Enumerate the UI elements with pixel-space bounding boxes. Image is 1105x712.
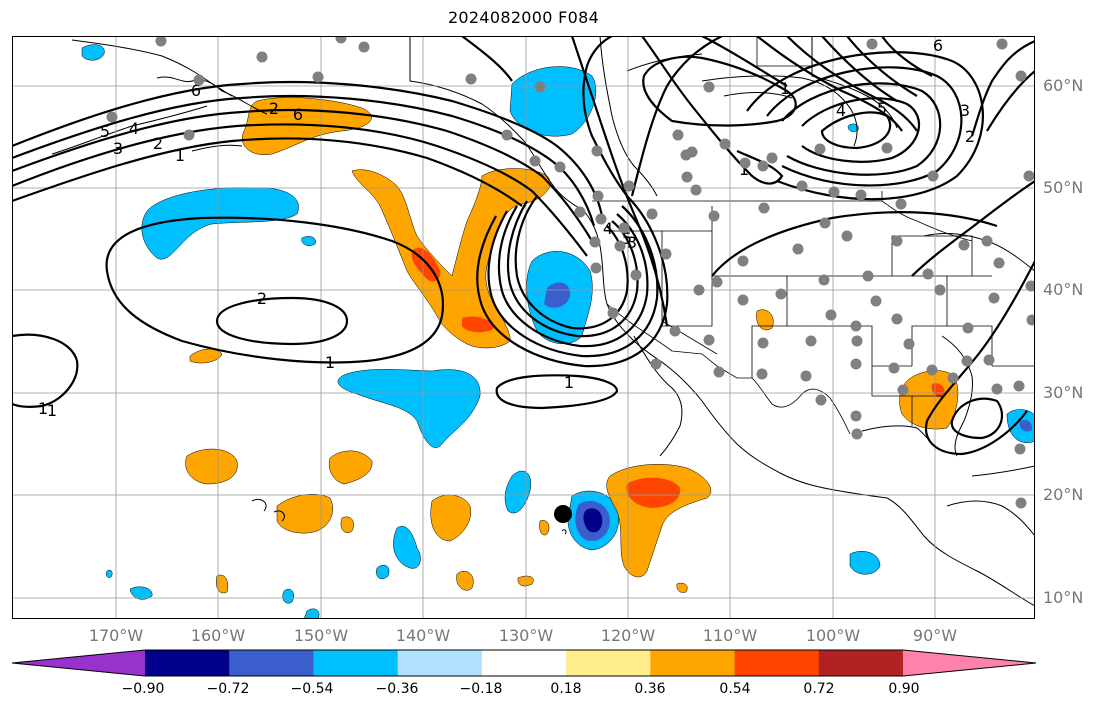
- shaded-negative-area: [129, 586, 153, 600]
- contour-labels: 6 5 4 3 2 1 2 1 1 1 1 5 4 6 5 4 3 2 1 1 …: [38, 36, 975, 420]
- lon-label: 110°W: [702, 626, 758, 645]
- lon-label: 90°W: [912, 626, 958, 645]
- shaded-positive-area: [185, 448, 238, 485]
- contour-label: 3: [960, 101, 970, 120]
- contour-label: 4: [836, 101, 846, 120]
- shaded-negative-area: [393, 526, 421, 569]
- colorbar-tick-label: 0.54: [719, 681, 751, 697]
- shaded-negative-area: [301, 236, 316, 246]
- lon-label: 130°W: [498, 626, 554, 645]
- weather-map: 6 5 4 3 2 1 2 1 1 1 1 5 4 6 5 4 3 2 1 1 …: [12, 36, 1035, 619]
- contour-label: 1: [564, 373, 574, 392]
- lat-label: 50°N: [1043, 178, 1084, 197]
- graticule: [12, 36, 1035, 619]
- shaded-positive-area: [462, 316, 494, 333]
- contour-label: 4: [603, 219, 613, 238]
- shaded-negative-area: [105, 569, 113, 578]
- shaded-negative-area: [303, 608, 320, 619]
- colorbar-extend-max: [903, 650, 1036, 676]
- colorbar-segment: [650, 650, 736, 676]
- shaded-negative-area: [282, 588, 294, 604]
- colorbar-tick-label: −0.18: [459, 681, 503, 697]
- colorbar-outline: [11, 649, 1037, 677]
- lat-label: 10°N: [1043, 588, 1084, 607]
- colorbar-tick-label: 0.18: [550, 681, 582, 697]
- contour-label: 2: [965, 127, 975, 146]
- colorbar-tick-label: −0.72: [206, 681, 250, 697]
- contour-label: 1: [47, 401, 57, 420]
- colorbar-tick-label: 0.36: [634, 681, 666, 697]
- colorbar-tick-label: −0.36: [375, 681, 419, 697]
- shaded-positive-area: [756, 309, 774, 331]
- colorbar-segment: [229, 650, 314, 676]
- lat-label: 20°N: [1043, 485, 1084, 504]
- contour-label: 1: [739, 160, 749, 179]
- shaded-positive-area: [216, 574, 228, 594]
- lat-label: 60°N: [1043, 76, 1084, 95]
- colorbar: [11, 649, 1037, 677]
- shaded-anomaly-fields: [81, 44, 1035, 619]
- lon-label: 150°W: [293, 626, 349, 645]
- contour-label: 1: [175, 146, 185, 165]
- contour-label: 5: [100, 122, 110, 141]
- contour-label: 2: [153, 134, 163, 153]
- contour-label: 6: [933, 36, 943, 55]
- colorbar-segment: [481, 650, 567, 676]
- lon-label: 170°W: [88, 626, 144, 645]
- lon-label: 120°W: [600, 626, 656, 645]
- storm-center-marker: [554, 505, 572, 523]
- contour-label: 1: [38, 399, 48, 418]
- lat-label: 30°N: [1043, 383, 1084, 402]
- contour-label: 6: [293, 105, 303, 124]
- colorbar-segment: [818, 650, 904, 676]
- shaded-negative-area: [337, 369, 481, 448]
- contour-label: 3: [627, 233, 637, 252]
- colorbar-tick-label: 0.72: [803, 681, 835, 697]
- contour-label: 5: [622, 229, 632, 248]
- shaded-negative-area: [847, 123, 859, 132]
- shaded-positive-area: [626, 477, 681, 508]
- map-title: 2024082000 F084: [447, 8, 600, 27]
- colorbar-segment: [313, 650, 399, 676]
- station-markers: [106, 36, 1035, 509]
- shaded-negative-area: [544, 282, 571, 308]
- shaded-negative-area: [81, 44, 105, 61]
- shaded-positive-area: [456, 570, 474, 591]
- colorbar-tick-label: 0.90: [888, 681, 920, 697]
- contour-label: 4: [129, 119, 139, 138]
- contour-label: 1: [325, 353, 335, 372]
- lat-label: 40°N: [1043, 280, 1084, 299]
- colorbar-extend-min: [12, 650, 145, 676]
- contour-label: 2: [257, 289, 267, 308]
- colorbar-segment: [145, 650, 230, 676]
- colorbar-segment: [566, 650, 651, 676]
- colorbar-tick-label: −0.90: [121, 681, 165, 697]
- lon-label: 140°W: [395, 626, 451, 645]
- shaded-positive-area: [539, 520, 550, 536]
- contour-label: 5: [877, 99, 887, 118]
- colorbar-segment: [734, 650, 820, 676]
- contour-label: 6: [191, 81, 201, 100]
- colorbar-segment: [397, 650, 483, 676]
- shaded-negative-area: [1019, 420, 1033, 432]
- colorbar-tick-label: −0.54: [290, 681, 334, 697]
- shaded-positive-area: [189, 348, 223, 364]
- shaded-negative-area: [376, 565, 390, 579]
- shaded-positive-area: [340, 516, 354, 534]
- contour-label: 3: [113, 139, 123, 158]
- shaded-positive-area: [676, 582, 688, 593]
- contour-label: 2: [269, 99, 279, 118]
- shaded-negative-area: [849, 551, 881, 575]
- lon-label: 160°W: [190, 626, 246, 645]
- shaded-negative-area: [583, 508, 603, 533]
- lon-label: 100°W: [805, 626, 861, 645]
- contour-label: 1: [780, 79, 790, 98]
- contour-lines: [12, 36, 1035, 456]
- shaded-positive-area: [899, 370, 959, 430]
- shaded-positive-area: [328, 450, 373, 485]
